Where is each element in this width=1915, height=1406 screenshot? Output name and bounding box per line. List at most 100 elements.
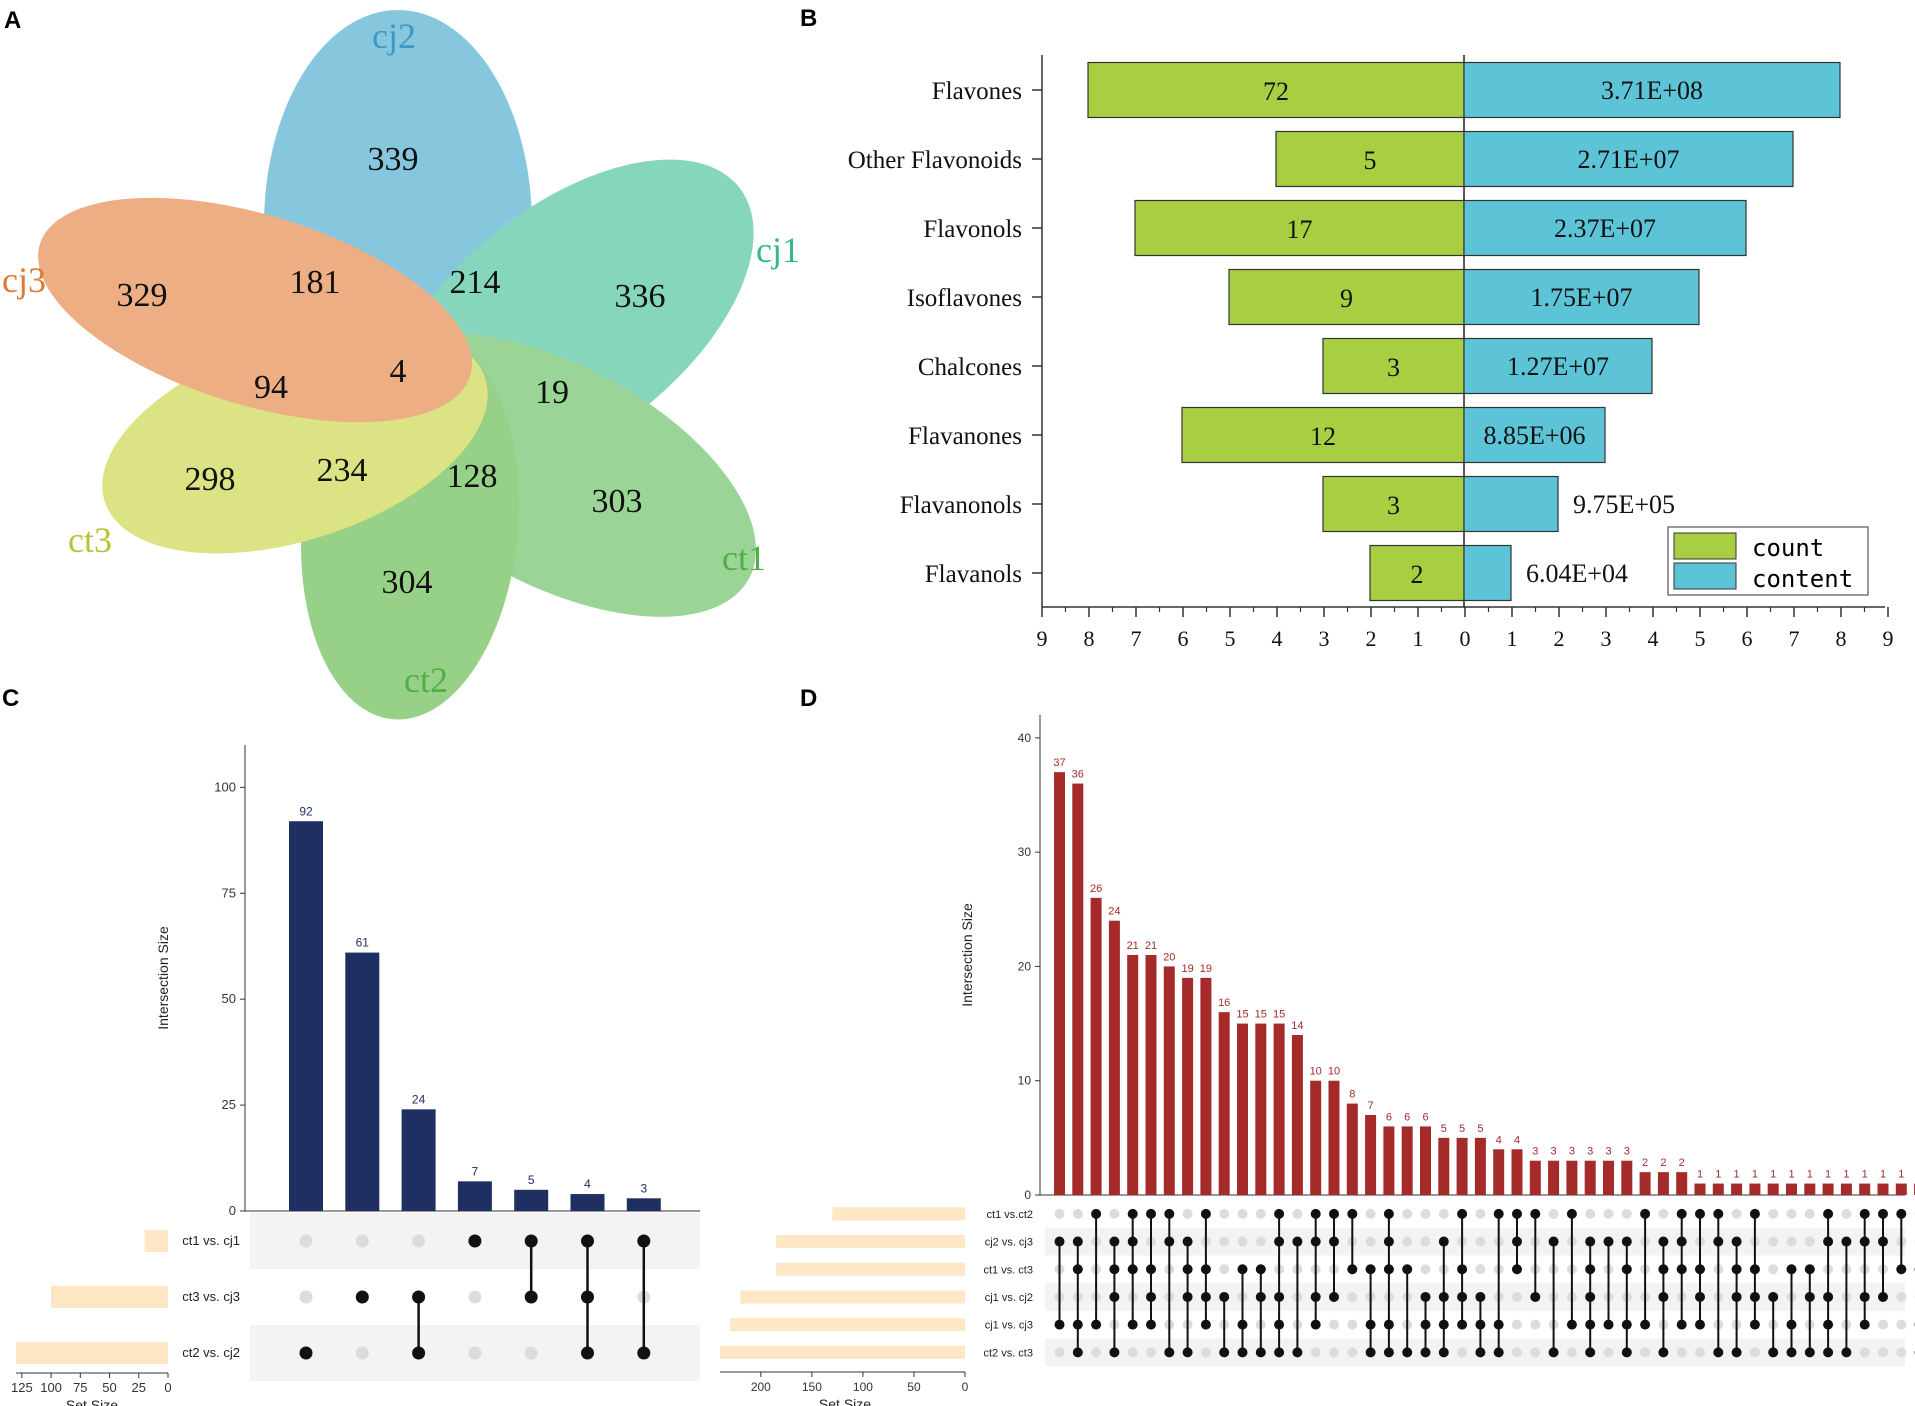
x-tick-label: 2 (1554, 626, 1565, 651)
y-tick-label: 40 (1018, 731, 1032, 745)
content-bar (1463, 130, 1794, 188)
intersection-bar (1877, 1183, 1889, 1195)
intersection-bar (1767, 1183, 1779, 1195)
matrix-dot-inactive (1438, 1208, 1449, 1219)
matrix-dot-inactive (1896, 1291, 1907, 1302)
content-value-label: 1.75E+07 (1530, 283, 1632, 312)
matrix-dot-inactive (1347, 1291, 1358, 1302)
count-value-label: 72 (1263, 77, 1289, 106)
set-size-tick-label: 50 (907, 1380, 921, 1394)
y-tick-label: 10 (1018, 1074, 1032, 1088)
x-tick-label: 6 (1178, 626, 1189, 651)
set-size-tick-label: 100 (40, 1380, 62, 1395)
category-label: Flavonols (923, 216, 1022, 243)
matrix-dot-inactive (412, 1234, 426, 1248)
venn-label-cj3: cj3 (2, 260, 46, 300)
matrix-dot-inactive (1329, 1347, 1339, 1358)
intersection-bar (1182, 977, 1194, 1195)
venn-region-cj3_ct3: 94 (254, 369, 288, 406)
matrix-dot-inactive (1512, 1319, 1522, 1330)
matrix-dot-inactive (1640, 1347, 1651, 1358)
intersection-value-label: 1 (1843, 1169, 1849, 1181)
matrix-dot-inactive (1347, 1347, 1358, 1358)
intersection-bar (1603, 1160, 1614, 1195)
matrix-dot-inactive (1054, 1208, 1065, 1219)
venn-region-cj2_cj1: 214 (450, 264, 501, 301)
matrix-dot-inactive (1219, 1264, 1230, 1275)
matrix-dot-active (468, 1234, 482, 1248)
venn-label-ct2: ct2 (404, 660, 448, 700)
content-value-label: 3.71E+08 (1601, 76, 1703, 105)
category-label: Flavanonols (900, 492, 1022, 519)
intersection-bar (1072, 783, 1084, 1195)
set-size-tick-label: 125 (11, 1380, 33, 1395)
count-bar (1134, 199, 1465, 257)
matrix-dot-inactive (1146, 1347, 1156, 1358)
y-tick-label: 50 (222, 991, 236, 1006)
matrix-dot-inactive (1091, 1347, 1102, 1358)
category-label: Flavones (932, 78, 1022, 105)
intersection-bar (626, 1198, 661, 1211)
count-value-label: 5 (1364, 146, 1377, 175)
matrix-dot-inactive (1530, 1347, 1541, 1358)
intersection-bar (1621, 1160, 1633, 1195)
venn-label-cj2: cj2 (372, 16, 416, 56)
matrix-dot-inactive (1768, 1208, 1779, 1219)
set-size-tick-label: 200 (751, 1380, 771, 1394)
set-size-bar (51, 1286, 169, 1308)
matrix-dot-inactive (1310, 1347, 1321, 1358)
matrix-dot-inactive (1695, 1347, 1705, 1358)
matrix-dot-inactive (1731, 1208, 1742, 1219)
intersection-value-label: 16 (1218, 997, 1230, 1009)
intersection-value-label: 1 (1734, 1169, 1740, 1181)
matrix-dot-inactive (1548, 1208, 1559, 1219)
matrix-dot-inactive (1658, 1208, 1669, 1219)
set-label: cj1 vs. cj2 (985, 1292, 1033, 1304)
venn-region-ct2_ct1: 128 (447, 458, 498, 495)
intersection-value-label: 3 (1569, 1146, 1575, 1158)
intersection-value-label: 3 (1624, 1146, 1630, 1158)
set-label: ct2 vs. cj2 (182, 1345, 240, 1360)
intersection-bar (1145, 955, 1157, 1195)
matrix-dot-inactive (1585, 1208, 1596, 1219)
intersection-value-label: 7 (1368, 1100, 1374, 1112)
matrix-dot-inactive (1512, 1291, 1522, 1302)
intersection-value-label: 4 (584, 1177, 591, 1191)
intersection-bar (1566, 1160, 1578, 1195)
content-bar (1463, 268, 1700, 326)
content-value-label: 2.71E+07 (1577, 145, 1679, 174)
intersection-bar (1438, 1137, 1450, 1195)
matrix-dot-inactive (1219, 1236, 1230, 1247)
set-size-axis-title: Set Size (819, 1396, 871, 1406)
intersection-bar (1310, 1080, 1322, 1195)
intersection-value-label: 3 (1551, 1146, 1557, 1158)
legend: count content (1667, 526, 1869, 596)
intersection-value-label: 5 (1477, 1123, 1483, 1135)
intersection-bar (1108, 920, 1120, 1195)
set-label: ct2 vs. ct3 (983, 1347, 1033, 1359)
matrix-dot-inactive (1182, 1208, 1193, 1219)
matrix-dot-inactive (1054, 1347, 1065, 1358)
venn-set-cj3 (38, 197, 472, 423)
matrix-dot-inactive (1347, 1319, 1358, 1330)
count-bar (1228, 268, 1465, 326)
intersection-bar (345, 952, 380, 1211)
x-tick-label: 3 (1319, 626, 1330, 651)
y-axis-title: Intersection Size (959, 903, 975, 1007)
set-size-tick-label: 50 (102, 1380, 116, 1395)
intersection-value-label: 5 (1459, 1123, 1465, 1135)
set-size-bar (776, 1235, 965, 1249)
intersection-value-label: 1 (1898, 1169, 1904, 1181)
set-size-bar (776, 1262, 965, 1276)
intersection-bar (1163, 966, 1175, 1195)
x-tick-label: 9 (1037, 626, 1048, 651)
intersection-bar (1786, 1183, 1797, 1195)
intersection-bar (1657, 1172, 1669, 1195)
category-label: Flavanones (908, 423, 1022, 450)
intersection-bar (1054, 772, 1065, 1195)
matrix-dot-inactive (1878, 1347, 1888, 1358)
panel-label-b: B (800, 5, 817, 32)
